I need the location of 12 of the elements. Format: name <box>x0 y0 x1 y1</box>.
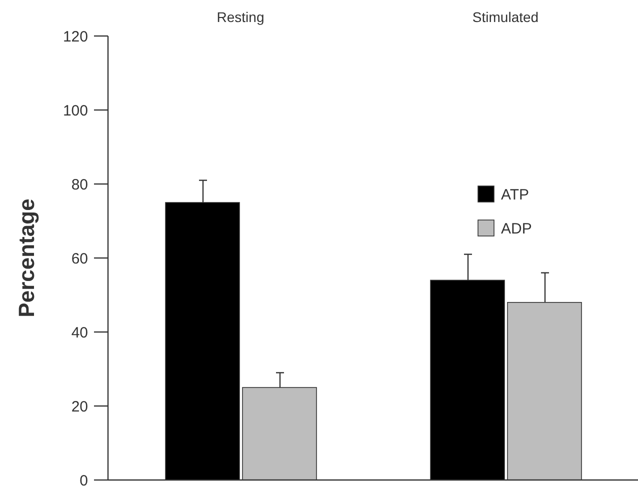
y-tick-label: 20 <box>71 398 88 416</box>
y-axis-title: Percentage <box>14 198 39 318</box>
y-tick-label: 80 <box>71 176 88 194</box>
y-tick-label: 60 <box>71 250 88 268</box>
y-tick-label: 100 <box>62 102 88 120</box>
y-tick-label: 40 <box>71 324 88 342</box>
legend-label: ADP <box>501 220 532 238</box>
y-tick-label: 120 <box>62 28 88 46</box>
x-tick-label: Stimulated <box>472 9 539 25</box>
y-tick-label: 0 <box>80 472 88 487</box>
legend-label: ATP <box>501 186 530 204</box>
x-tick-label: Resting <box>216 9 264 25</box>
